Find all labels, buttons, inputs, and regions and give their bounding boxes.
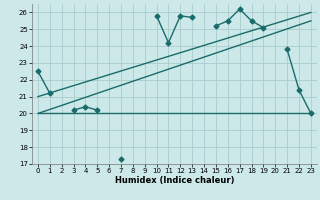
X-axis label: Humidex (Indice chaleur): Humidex (Indice chaleur) (115, 176, 234, 185)
